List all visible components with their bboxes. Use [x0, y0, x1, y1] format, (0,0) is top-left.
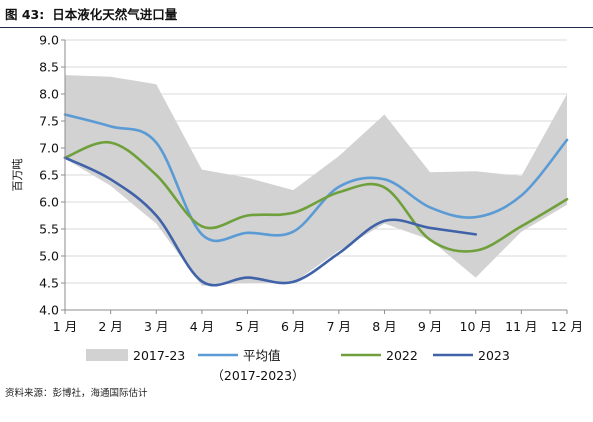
- figure-title-text: 日本液化天然气进口量: [52, 7, 178, 22]
- y-tick-label: 6.0: [39, 195, 59, 210]
- y-tick-label: 5.0: [39, 249, 59, 264]
- axes: [61, 39, 568, 314]
- figure-title: 图 43: 日本液化天然气进口量: [5, 4, 177, 23]
- x-tick-label: 5 月: [235, 319, 259, 334]
- x-tick-label: 11 月: [505, 319, 537, 334]
- y-tick-label: 5.5: [39, 222, 59, 237]
- source-note: 资料来源：彭博社，海通国际估计: [5, 388, 148, 399]
- title-rule: [0, 27, 593, 28]
- legend-label-band: 2017-23: [133, 348, 185, 363]
- y-tick-label: 8.5: [39, 60, 59, 75]
- x-tick-label: 3 月: [144, 319, 168, 334]
- legend-swatch-band: [86, 349, 128, 361]
- figure-label: 图 43:: [5, 7, 45, 22]
- range-band: [65, 75, 567, 286]
- series-line-2: [63, 156, 478, 287]
- x-tick-label: 10 月: [460, 319, 492, 334]
- y-tick-label: 7.0: [39, 141, 59, 156]
- y-tick-label: 4.0: [39, 303, 59, 318]
- series-lines: [63, 113, 569, 287]
- legend-label-2: 2023: [478, 348, 510, 363]
- y-tick-label: 9.0: [39, 33, 59, 48]
- y-tick-labels: 4.0 4.5 5.0 5.5 6.0 6.5 7.0 7.5 8.0 8.5 9.0: [39, 33, 59, 318]
- legend-label-0: 平均值: [243, 348, 281, 363]
- x-tick-label: 1 月: [53, 319, 77, 334]
- chart: 4.0 4.5 5.0 5.5 6.0 6.5 7.0 7.5 8.0 8.5 9.0 1 月 2 月…: [11, 33, 583, 384]
- x-tick-label: 12 月: [551, 319, 583, 334]
- series-line-1: [63, 141, 569, 253]
- y-tick-label: 8.0: [39, 87, 59, 102]
- x-tick-label: 9 月: [418, 319, 442, 334]
- legend-label-1: 2022: [386, 348, 418, 363]
- x-tick-label: 6 月: [281, 319, 305, 334]
- x-tick-labels: 1 月 2 月 3 月 4 月 5 月 6 月 7 月 8 月 9 月 10 月 11 月 12 月: [53, 319, 583, 334]
- x-tick-label: 7 月: [327, 319, 351, 334]
- x-tick-label: 2 月: [98, 319, 122, 334]
- x-tick-label: 8 月: [372, 319, 396, 334]
- y-tick-label: 6.5: [39, 168, 59, 183]
- legend-label-0-line2: （2017-2023）: [211, 368, 304, 383]
- series-line-0: [63, 113, 569, 243]
- legend: 2017-23 平均值 （2017-2023） 2022 2023: [86, 348, 510, 383]
- y-tick-label: 4.5: [39, 276, 59, 291]
- x-tick-label: 4 月: [190, 319, 214, 334]
- y-tick-label: 7.5: [39, 114, 59, 129]
- y-axis-label: 百万吨: [11, 159, 24, 192]
